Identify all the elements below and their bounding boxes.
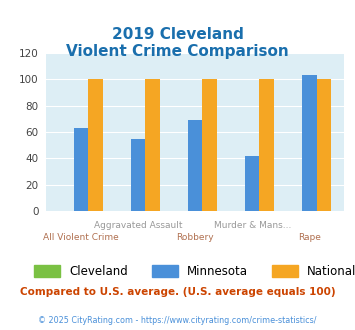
Text: All Violent Crime: All Violent Crime — [43, 233, 119, 242]
Text: Violent Crime Comparison: Violent Crime Comparison — [66, 44, 289, 59]
Bar — [302, 75, 317, 211]
Bar — [131, 139, 145, 211]
Text: 2019 Cleveland: 2019 Cleveland — [111, 27, 244, 42]
Text: Rape: Rape — [298, 233, 321, 242]
Bar — [202, 79, 217, 211]
Text: Aggravated Assault: Aggravated Assault — [94, 221, 182, 230]
Bar — [88, 79, 103, 211]
Bar — [74, 128, 88, 211]
Text: Compared to U.S. average. (U.S. average equals 100): Compared to U.S. average. (U.S. average … — [20, 287, 335, 297]
Legend: Cleveland, Minnesota, National: Cleveland, Minnesota, National — [34, 265, 355, 278]
Bar — [188, 120, 202, 211]
Bar — [317, 79, 331, 211]
Bar — [145, 79, 160, 211]
Bar — [260, 79, 274, 211]
Bar — [245, 156, 260, 211]
Text: Murder & Mans...: Murder & Mans... — [214, 221, 291, 230]
Text: © 2025 CityRating.com - https://www.cityrating.com/crime-statistics/: © 2025 CityRating.com - https://www.city… — [38, 315, 317, 325]
Text: Robbery: Robbery — [176, 233, 214, 242]
